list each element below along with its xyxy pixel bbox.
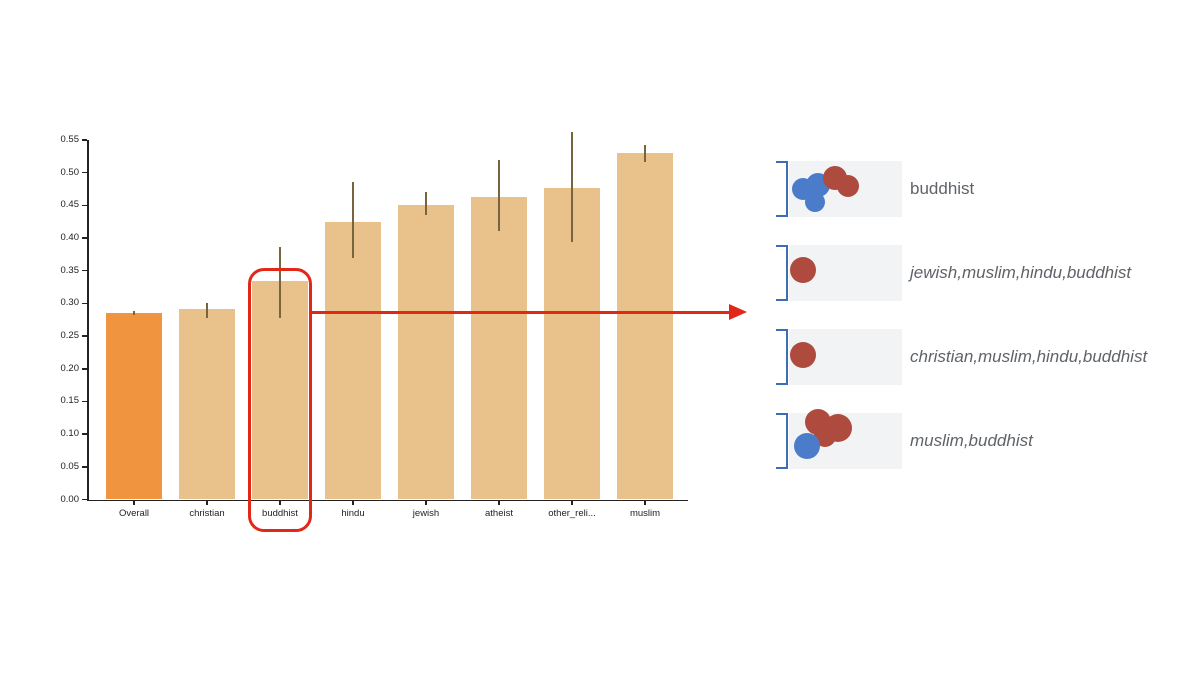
y-axis-spine (87, 140, 89, 501)
y-tickmark (82, 171, 87, 174)
cluster-dot-red[interactable] (837, 175, 859, 197)
y-tickmark (82, 204, 87, 207)
y-tick-label: 0.00 (60, 493, 80, 505)
x-tickmark (425, 501, 427, 505)
cluster-row-4[interactable] (789, 409, 902, 469)
x-tickmark (206, 501, 208, 505)
error-bar (644, 145, 646, 162)
cluster-bracket (776, 245, 788, 301)
x-tickmark (571, 501, 573, 505)
cluster-row-label: muslim,buddhist (910, 431, 1033, 450)
y-tick-label: 0.25 (60, 330, 80, 342)
y-tickmark (82, 466, 87, 468)
cluster-row-label: christian,muslim,hindu,buddhist (910, 347, 1148, 366)
error-bar (352, 181, 354, 259)
highlight-rect (248, 268, 312, 532)
x-tickmark (498, 501, 500, 505)
cluster-row-1[interactable] (789, 161, 902, 217)
bar-muslim[interactable] (617, 153, 673, 500)
y-tick-label: 0.10 (60, 428, 80, 440)
cluster-dot-blue[interactable] (794, 433, 820, 459)
y-tick-label: 0.15 (60, 395, 80, 407)
bar-christian[interactable] (179, 309, 235, 500)
cluster-dot-blue[interactable] (805, 192, 825, 212)
cluster-bracket (776, 161, 788, 217)
cluster-bracket (776, 329, 788, 385)
y-tickmark (82, 433, 87, 435)
y-tickmark (82, 498, 87, 501)
bar-overall[interactable] (106, 313, 162, 500)
y-tickmark (82, 269, 87, 272)
error-bar (133, 311, 135, 316)
y-tick-label: 0.05 (60, 460, 80, 472)
error-bar (279, 246, 281, 319)
cluster-row-label: jewish,muslim,hindu,buddhist (910, 263, 1132, 282)
cluster-detail-panel: buddhist jewish,muslim,hindu,buddhist chri… (760, 0, 1200, 675)
callout-arrow-head-icon (729, 304, 747, 320)
y-tick-label: 0.40 (60, 232, 80, 244)
error-bar (571, 131, 573, 242)
x-tick-label: other_reli... (548, 507, 596, 519)
x-axis-spine (87, 499, 688, 501)
x-tickmark (279, 501, 281, 505)
error-bar (498, 160, 500, 232)
y-tickmark (82, 302, 87, 305)
x-tick-label: hindu (341, 507, 365, 519)
y-tickmark (82, 237, 87, 239)
y-tickmark (82, 335, 87, 337)
cluster-dot-red[interactable] (790, 257, 816, 283)
x-tickmark (352, 501, 354, 505)
bar-hindu[interactable] (325, 221, 381, 500)
y-tick-label: 0.45 (60, 199, 80, 211)
cluster-row-2[interactable] (789, 245, 902, 301)
bar-chart: 0.00 0.05 0.10 0.15 0.20 0.25 0.30 0.35 0.40 0.45… (60, 131, 688, 519)
x-tickmark (644, 501, 646, 505)
error-bar (206, 302, 208, 318)
x-tick-label: jewish (412, 507, 440, 519)
cluster-bracket (776, 413, 788, 469)
y-tick-label: 0.30 (60, 297, 80, 309)
bar-atheist[interactable] (471, 196, 527, 500)
y-tickmark (82, 139, 87, 141)
x-tick-label: muslim (629, 507, 661, 519)
x-tickmark (133, 501, 135, 505)
y-tick-label: 0.20 (60, 362, 80, 374)
x-tick-label: atheist (485, 507, 513, 519)
y-tick-label: 0.50 (60, 166, 80, 178)
cluster-row-label: buddhist (910, 179, 975, 198)
cluster-row-3[interactable] (789, 329, 902, 385)
error-bar (425, 191, 427, 216)
x-tick-label: christian (189, 507, 225, 519)
callout-arrow-line (312, 310, 730, 314)
cluster-dot-red[interactable] (790, 342, 816, 368)
x-tick-label: buddhist (262, 507, 298, 519)
bar-jewish[interactable] (398, 205, 454, 500)
y-tick-label: 0.35 (60, 264, 80, 276)
y-tickmark (82, 400, 87, 403)
y-tick-label: 0.55 (60, 134, 80, 145)
y-tickmark (82, 368, 87, 370)
x-tick-label: Overall (118, 507, 150, 519)
